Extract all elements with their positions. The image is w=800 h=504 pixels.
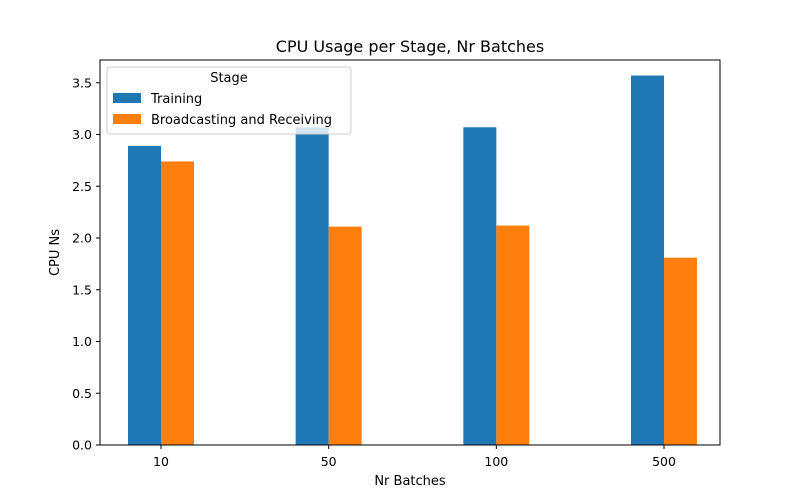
- legend-label: Training: [150, 92, 202, 107]
- legend-box: [106, 66, 352, 135]
- x-tick-label: 10: [153, 454, 169, 469]
- y-tick-label: 2.0: [72, 231, 92, 246]
- bar-training-10: [128, 145, 161, 445]
- y-tick-label: 3.5: [72, 75, 92, 90]
- legend-swatch: [113, 114, 141, 124]
- legend-label: Broadcasting and Receiving: [151, 113, 332, 128]
- x-axis: 10 50 100 500: [153, 445, 676, 469]
- legend-title: Stage: [210, 71, 248, 86]
- legend-items: Training Broadcasting and Receiving: [113, 92, 332, 128]
- x-tick-label: 50: [321, 454, 337, 469]
- legend: Stage Training Broadcasting and Receiving: [106, 66, 352, 135]
- bar-broadcasting-and-receiving-500: [664, 257, 697, 445]
- x-tick-label: 500: [652, 454, 676, 469]
- plot-frame: [99, 59, 721, 446]
- bar-training-50: [295, 127, 329, 445]
- bar-training-500: [631, 75, 664, 445]
- y-tick-label: 1.5: [72, 282, 92, 297]
- y-tick-label: 3.0: [72, 127, 92, 142]
- bar-broadcasting-and-receiving-100: [496, 225, 530, 445]
- legend-swatch: [113, 93, 141, 103]
- y-tick-label: 0.0: [72, 438, 92, 453]
- y-tick-label: 2.5: [72, 179, 92, 194]
- bar-broadcasting-and-receiving-50: [328, 226, 362, 445]
- y-axis-label: CPU Ns: [48, 229, 63, 276]
- y-tick-label: 1.0: [72, 334, 92, 349]
- bar-training-100: [463, 127, 497, 445]
- x-tick-label: 100: [484, 454, 508, 469]
- x-axis-label: Nr Batches: [374, 474, 446, 489]
- chart-title: CPU Usage per Stage, Nr Batches: [276, 37, 544, 56]
- y-axis: 0.0 0.5 1.0 1.5 2.0 2.5 3.0 3.5: [72, 75, 100, 453]
- bar-broadcasting-and-receiving-10: [161, 161, 194, 445]
- bars-layer: [128, 75, 697, 445]
- y-tick-label: 0.5: [72, 386, 92, 401]
